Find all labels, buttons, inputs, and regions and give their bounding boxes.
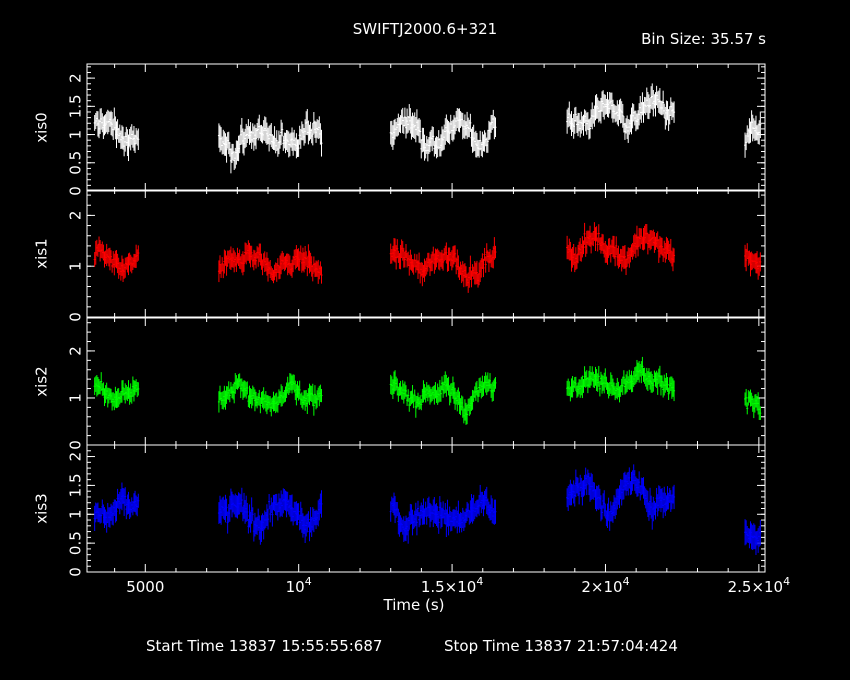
y-tick-label-xis1: 0: [67, 312, 85, 322]
x-tick-label: 104: [286, 575, 312, 596]
panel-frame-xis1: [86, 189, 766, 318]
panel-ylabel-xis2: xis2: [33, 366, 51, 396]
y-tick-label-xis0: 2: [67, 73, 85, 83]
panel-ylabel-xis0: xis0: [33, 112, 51, 142]
x-tick-label: 2×104: [581, 575, 629, 596]
y-tick-label-xis3: 1.5: [67, 473, 85, 497]
y-tick-label-xis1: 1: [67, 261, 85, 271]
bin-size-label: Bin Size: 35.57 s: [641, 30, 766, 48]
y-tick-label-xis1: 2: [67, 211, 85, 221]
start-time: Start Time 13837 15:55:55:687: [146, 637, 383, 655]
panel-frame-xis0: [86, 63, 766, 192]
y-tick-label-xis3: 2: [67, 452, 85, 462]
x-tick-label: 2.5×104: [728, 575, 791, 596]
chart-title: SWIFTJ2000.6+321: [352, 20, 498, 38]
y-tick-label-xis2: 2: [67, 346, 85, 356]
y-tick-label-xis0: 1: [67, 130, 85, 140]
y-tick-label-xis3: 0.5: [67, 531, 85, 555]
panel-ylabel-xis3: xis3: [33, 493, 51, 523]
y-tick-label-xis0: 1.5: [67, 94, 85, 118]
x-axis-label: Time (s): [383, 596, 445, 614]
x-tick-label: 5000: [126, 578, 164, 596]
y-tick-label-xis0: 0.5: [67, 151, 85, 175]
panel-ylabel-xis1: xis1: [33, 238, 51, 268]
y-tick-label-xis0: 0: [67, 186, 85, 196]
y-tick-label-xis3: 0: [67, 567, 85, 577]
x-tick-label: 1.5×104: [421, 575, 484, 596]
y-tick-label-xis3: 1: [67, 509, 85, 519]
y-tick-label-xis2: 1: [67, 393, 85, 403]
stop-time: Stop Time 13837 21:57:04:424: [444, 637, 678, 655]
y-tick-label-xis2: 0: [67, 440, 85, 450]
